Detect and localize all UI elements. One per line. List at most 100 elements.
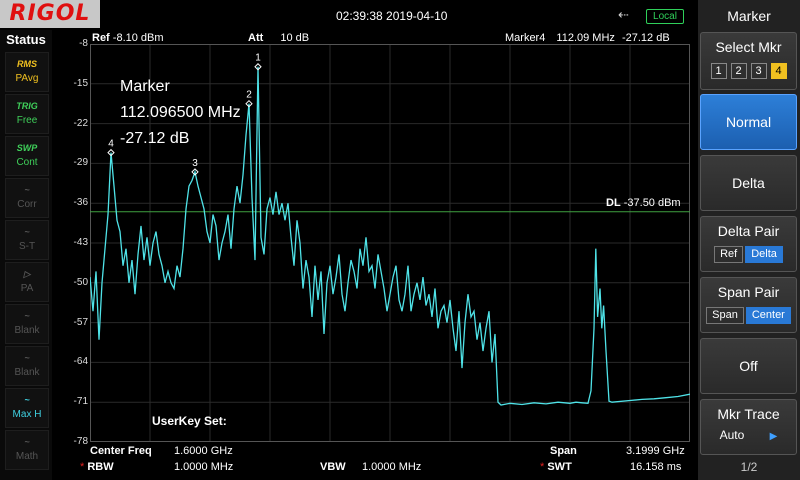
marker-readout-freq: 112.096500 MHz xyxy=(120,104,241,121)
status-item: ~ Blank xyxy=(5,304,49,344)
rbw-group[interactable]: * RBW xyxy=(80,461,114,473)
y-tick-label: -8 xyxy=(79,38,88,49)
status-item-label: Blank xyxy=(14,325,40,336)
status-item: SWP Cont xyxy=(5,136,49,176)
span-value: 3.1999 GHz xyxy=(626,445,685,457)
status-item-icon: ~ xyxy=(24,185,30,195)
delta-pair-key[interactable]: Delta Pair Ref Delta xyxy=(700,216,797,272)
ref-value: -8.10 dBm xyxy=(112,32,164,44)
marker-select-3[interactable]: 3 xyxy=(750,63,767,79)
swt-value: 16.158 ms xyxy=(630,461,682,473)
plot-border xyxy=(90,44,690,442)
marker-1 xyxy=(254,63,262,71)
ref-level: Ref -8.10 dBm xyxy=(92,32,164,44)
span-pair-center[interactable]: Center xyxy=(745,307,791,324)
normal-key[interactable]: Normal xyxy=(700,94,797,150)
status-item-label: Math xyxy=(15,451,39,462)
marker-header-label: Marker4 xyxy=(505,32,546,44)
status-item-label: PA xyxy=(20,283,34,294)
center-freq-label[interactable]: Center Freq xyxy=(90,445,152,457)
page-indicator[interactable]: 1/2 xyxy=(740,460,758,474)
marker-select-4[interactable]: 4 xyxy=(770,63,787,79)
marker-3 xyxy=(191,168,199,176)
status-item-icon: ~ xyxy=(24,227,30,237)
marker-2 xyxy=(245,99,253,108)
status-item-label: Cont xyxy=(16,157,38,168)
delta-pair-delta[interactable]: Delta xyxy=(745,246,783,263)
vbw-value: 1.0000 MHz xyxy=(362,461,422,473)
marker-readout: Marker 112.096500 MHz -27.12 dB xyxy=(120,74,241,152)
y-tick-label: -50 xyxy=(73,276,88,288)
swt-group[interactable]: * SWT xyxy=(540,461,572,473)
status-item-icon: RMS xyxy=(17,59,37,69)
datetime: 02:39:38 2019-04-10 xyxy=(336,9,448,23)
status-item-icon: TRIG xyxy=(16,101,38,111)
status-item-icon: ~ xyxy=(24,311,30,321)
marker-label-1: 1 xyxy=(255,53,261,64)
dl-label-text: DL xyxy=(606,197,621,209)
vbw-label[interactable]: VBW xyxy=(320,461,346,473)
spectrum-plot[interactable]: 1 2 3 4 xyxy=(90,44,690,442)
marker-header-freq: 112.09 MHz xyxy=(556,32,615,44)
marker-select-1[interactable]: 1 xyxy=(710,63,727,79)
menu-title: Marker xyxy=(727,8,771,24)
delta-pair-ref[interactable]: Ref xyxy=(714,246,744,263)
y-tick-label: -43 xyxy=(73,237,88,248)
status-item: ▷ PA xyxy=(5,262,49,302)
y-tick-label: -15 xyxy=(73,77,88,89)
status-item-icon: SWP xyxy=(16,143,38,153)
marker-readout-title: Marker xyxy=(120,78,170,95)
status-item: ~ Blank xyxy=(5,346,49,386)
swt-asterisk: * xyxy=(540,461,545,473)
center-freq-value: 1.6000 GHz xyxy=(174,445,233,457)
status-item: ~ Max H xyxy=(5,388,49,428)
rigol-logo: RIGOL xyxy=(0,0,100,28)
submenu-arrow-icon: ▶ xyxy=(769,431,778,442)
status-item-label: Free xyxy=(16,115,38,126)
marker-4 xyxy=(107,148,115,157)
y-tick-label: -57 xyxy=(73,316,88,328)
mkr-trace-label: Mkr Trace xyxy=(717,406,780,422)
status-item-label: Blank xyxy=(14,367,40,378)
span-pair-key[interactable]: Span Pair Span Center xyxy=(700,277,797,333)
usb-icon: ⇠ xyxy=(618,7,629,22)
marker-header: Marker4 112.09 MHz -27.12 dB xyxy=(505,32,670,44)
marker-readout-amp: -27.12 dB xyxy=(120,130,190,147)
rbw-asterisk: * xyxy=(80,461,85,473)
delta-pair-label: Delta Pair xyxy=(717,223,780,239)
swt-label: SWT xyxy=(547,461,572,473)
status-item-icon: ~ xyxy=(24,395,30,405)
marker-select-2[interactable]: 2 xyxy=(730,63,747,79)
att-value: 10 dB xyxy=(280,32,310,44)
status-item-label: Max H xyxy=(12,409,42,420)
local-badge[interactable]: Local xyxy=(646,9,684,24)
status-item: ~ Corr xyxy=(5,178,49,218)
marker-label-4: 4 xyxy=(108,139,114,150)
span-label[interactable]: Span xyxy=(550,445,577,457)
display-line-label: DL -37.50 dBm xyxy=(606,197,681,209)
status-item: RMS PAvg xyxy=(5,52,49,92)
att-label: Att xyxy=(248,32,264,44)
span-pair-span[interactable]: Span xyxy=(706,307,744,324)
y-tick-label: -64 xyxy=(73,356,88,368)
mkr-trace-key[interactable]: Mkr Trace Auto ▶ xyxy=(700,399,797,455)
status-item: TRIG Free xyxy=(5,94,49,134)
y-tick-label: -71 xyxy=(73,396,88,408)
y-tick-label: -29 xyxy=(73,157,88,169)
status-item-icon: ▷ xyxy=(23,269,31,279)
y-tick-label: -22 xyxy=(73,117,88,129)
markers: 1 2 3 4 xyxy=(107,53,262,176)
dl-value: -37.50 dBm xyxy=(623,197,681,209)
y-tick-label: -78 xyxy=(73,436,88,447)
off-key[interactable]: Off xyxy=(700,338,797,394)
delta-key[interactable]: Delta xyxy=(700,155,797,211)
mkr-trace-value: Auto xyxy=(719,428,745,442)
marker-label-3: 3 xyxy=(192,158,198,169)
ref-label: Ref xyxy=(92,32,110,44)
rbw-label: RBW xyxy=(87,461,114,473)
status-item-icon: ~ xyxy=(24,353,30,363)
marker-header-amp: -27.12 dB xyxy=(621,32,670,44)
status-item: ~ Math xyxy=(5,430,49,470)
select-marker-label: Select Mkr xyxy=(715,39,782,55)
